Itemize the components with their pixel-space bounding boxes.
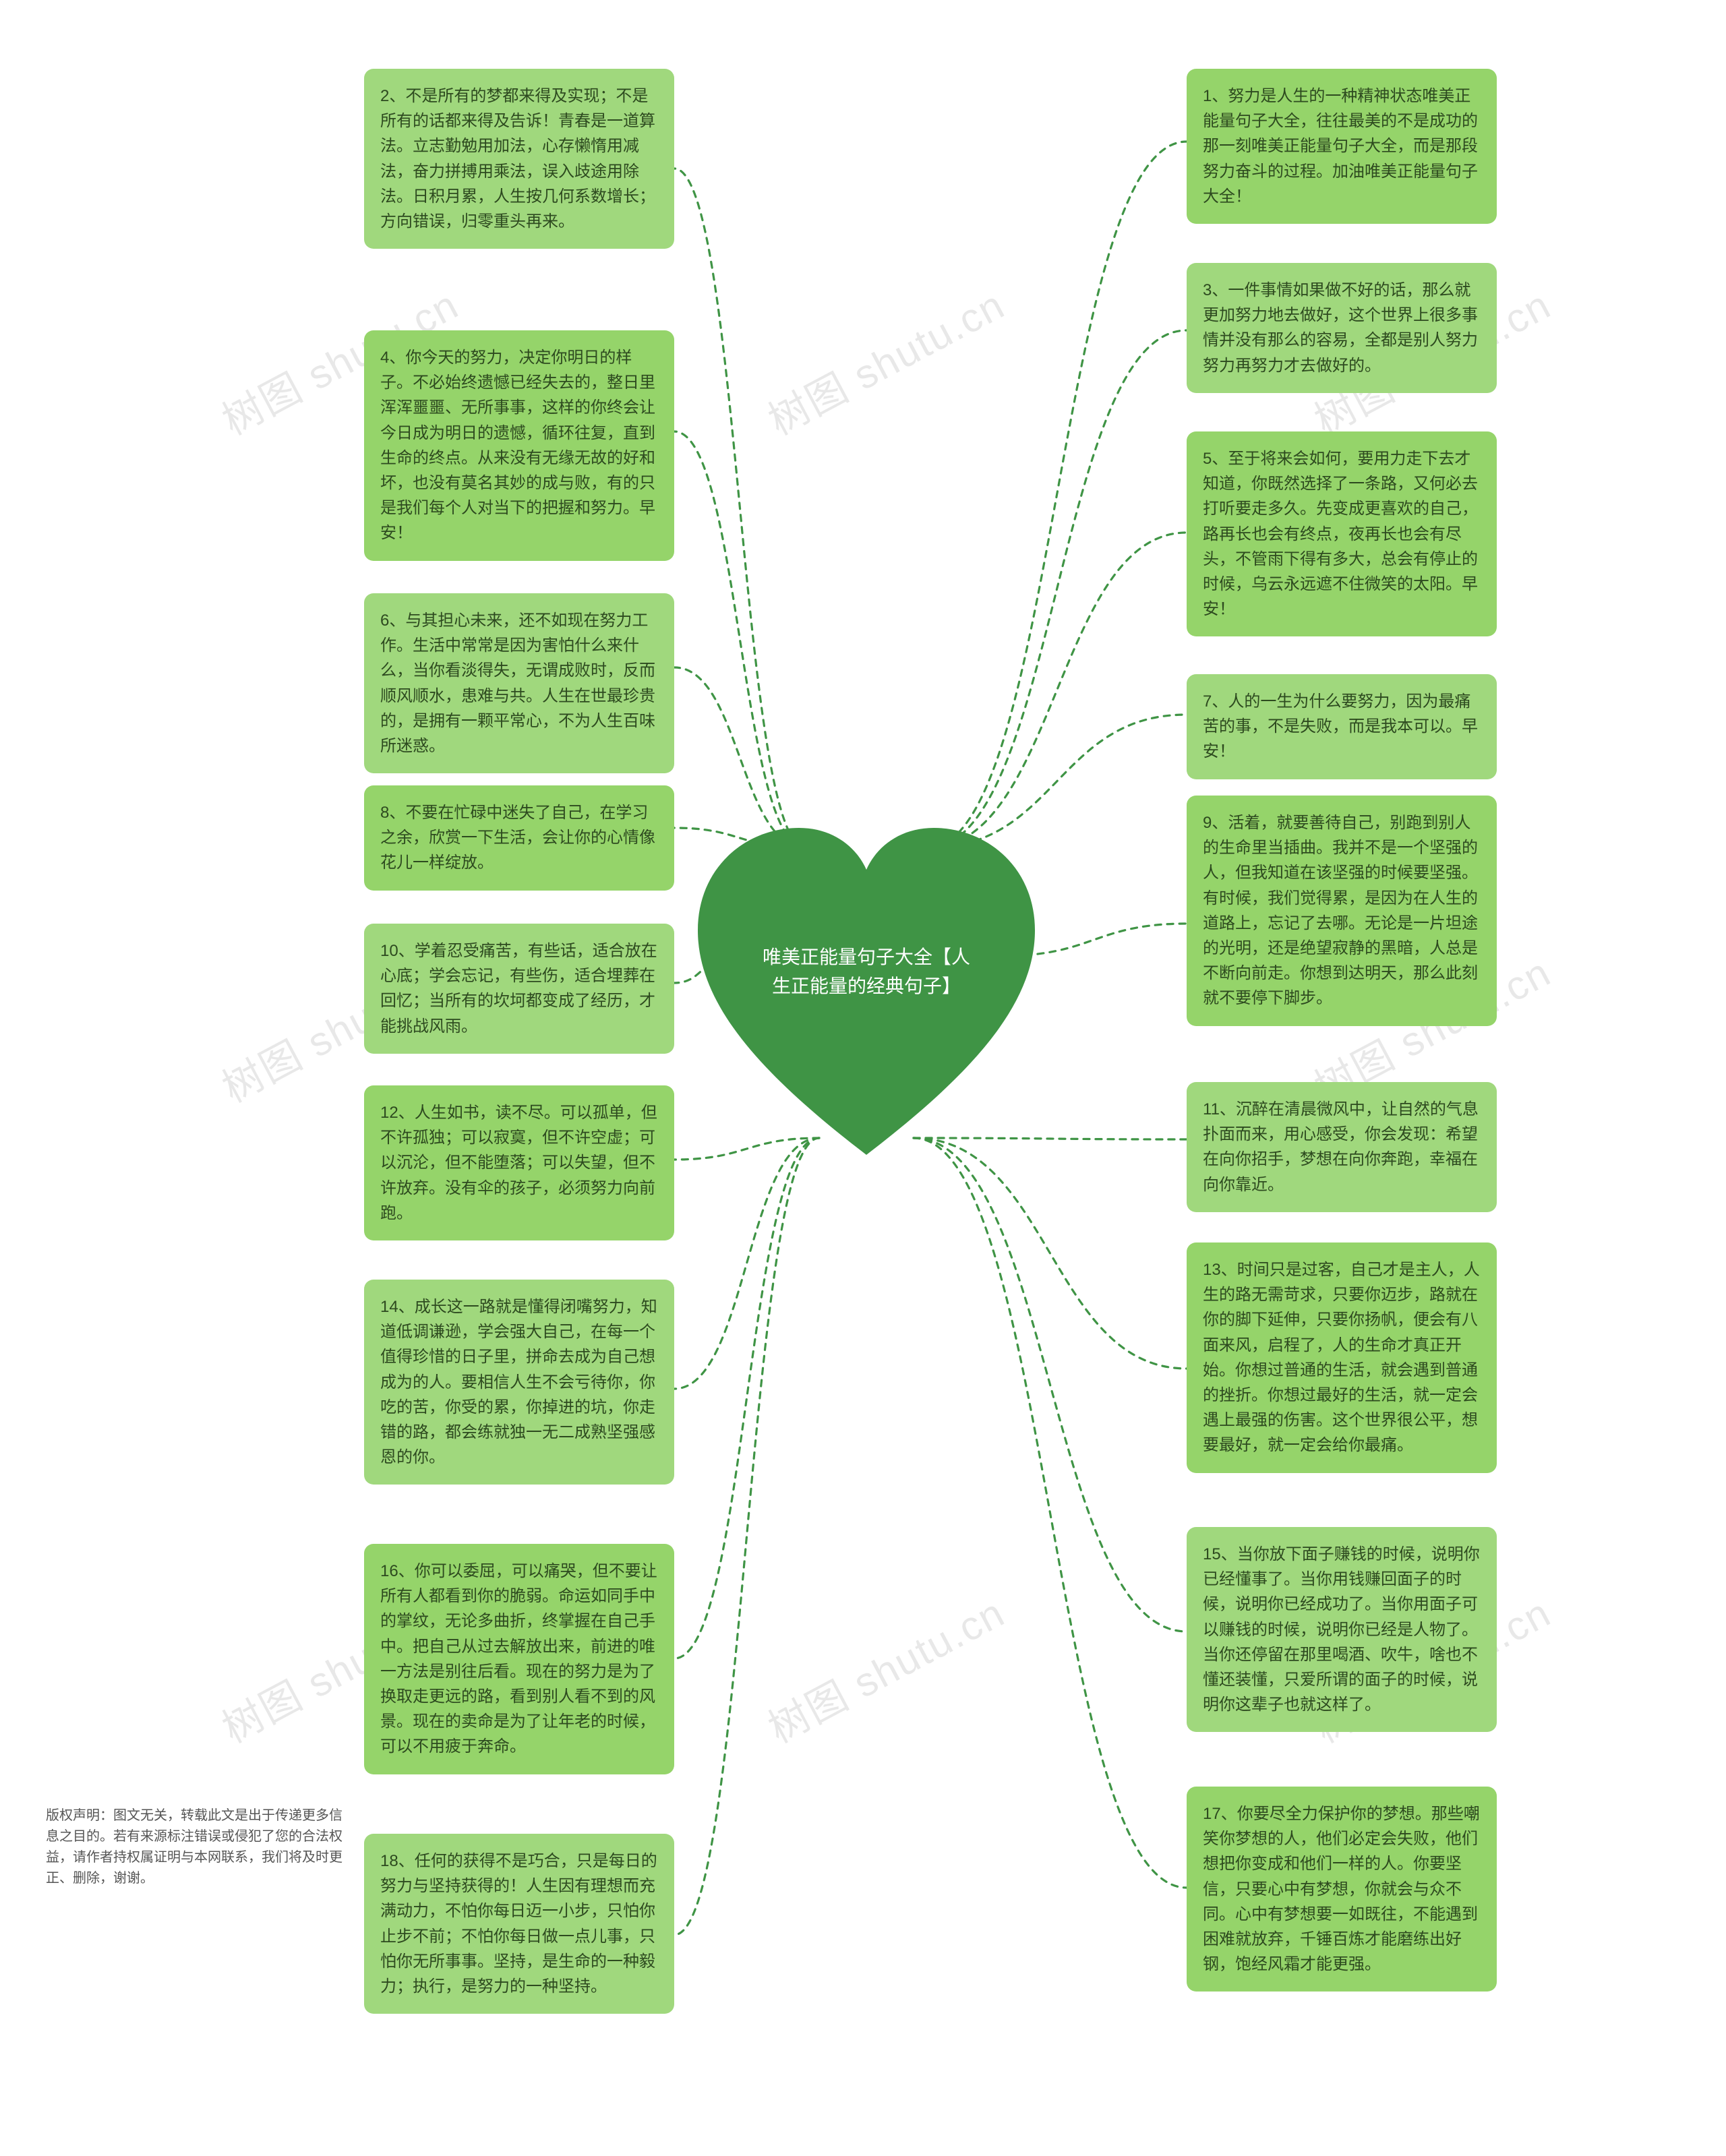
center-title: 唯美正能量句子大全【人生正能量的经典句子】 [758,942,974,1001]
connector-line [674,1138,819,1935]
branch-node: 5、至于将来会如何，要用力走下去才知道，你既然选择了一条路，又何必去打听要走多久… [1187,431,1497,636]
branch-node: 10、学着忍受痛苦，有些话，适合放在心底；学会忘记，有些伤，适合埋葬在回忆；当所… [364,924,674,1054]
branch-node: 8、不要在忙碌中迷失了自己，在学习之余，欣赏一下生活，会让你的心情像花儿一样绽放… [364,785,674,891]
connector-line [674,1138,819,1658]
connector-line [674,431,806,848]
branch-node: 16、你可以委屈，可以痛哭，但不要让所有人都看到你的脆弱。命运如同手中的掌纹，无… [364,1544,674,1774]
branch-node: 15、当你放下面子赚钱的时候，说明你已经懂事了。当你用钱赚回面子的时候，说明你已… [1187,1527,1497,1732]
branch-node: 13、时间只是过客，自己才是主人，人生的路无需苛求，只要你迈步，路就在你的脚下延… [1187,1242,1497,1473]
connector-line [927,533,1187,848]
connector-line [674,169,806,848]
connector-line [914,1138,1187,1369]
branch-node: 4、你今天的努力，决定你明日的样子。不必始终遗憾已经失去的，整日里浑浑噩噩、无所… [364,330,674,561]
connector-line [927,330,1187,848]
connector-line [914,1138,1187,1888]
branch-node: 3、一件事情如果做不好的话，那么就更加努力地去做好，这个世界上很多事情并没有那么… [1187,263,1497,393]
branch-node: 12、人生如书，读不尽。可以孤单，但不许孤独；可以寂寞，但不许空虚；可以沉沦，但… [364,1085,674,1240]
mindmap-canvas: 唯美正能量句子大全【人生正能量的经典句子】 版权声明：图文无关，转载此文是出于传… [0,0,1726,2156]
copyright-notice: 版权声明：图文无关，转载此文是出于传递更多信息之目的。若有来源标注错误或侵犯了您… [46,1805,343,1889]
branch-node: 9、活着，就要善待自己，别跑到别人的生命里当插曲。我并不是一个坚强的人，但我知道… [1187,796,1497,1026]
watermark: 树图 shutu.cn [756,273,1013,447]
branch-node: 18、任何的获得不是巧合，只是每日的努力与坚持获得的！人生因有理想而充满动力，不… [364,1834,674,2014]
center-heart-node: 唯美正能量句子大全【人生正能量的经典句子】 [691,821,1042,1172]
branch-node: 7、人的一生为什么要努力，因为最痛苦的事，不是失败，而是我本可以。早安！ [1187,674,1497,779]
connector-line [674,1138,819,1389]
connector-line [927,142,1187,848]
branch-node: 1、努力是人生的一种精神状态唯美正能量句子大全，往往最美的不是成功的那一刻唯美正… [1187,69,1497,224]
branch-node: 14、成长这一路就是懂得闭嘴努力，知道低调谦逊，学会强大自己，在每一个值得珍惜的… [364,1280,674,1485]
connector-line [914,1138,1187,1631]
branch-node: 17、你要尽全力保护你的梦想。那些嘲笑你梦想的人，他们必定会失败，他们想把你变成… [1187,1787,1497,1992]
branch-node: 11、沉醉在清晨微风中，让自然的气息扑面而来，用心感受，你会发现：希望在向你招手… [1187,1082,1497,1212]
branch-node: 2、不是所有的梦都来得及实现；不是所有的话都来得及告诉！青春是一道算法。立志勤勉… [364,69,674,249]
watermark: 树图 shutu.cn [756,1581,1013,1755]
branch-node: 6、与其担心未来，还不如现在努力工作。生活中常常是因为害怕什么来什么，当你看淡得… [364,593,674,773]
